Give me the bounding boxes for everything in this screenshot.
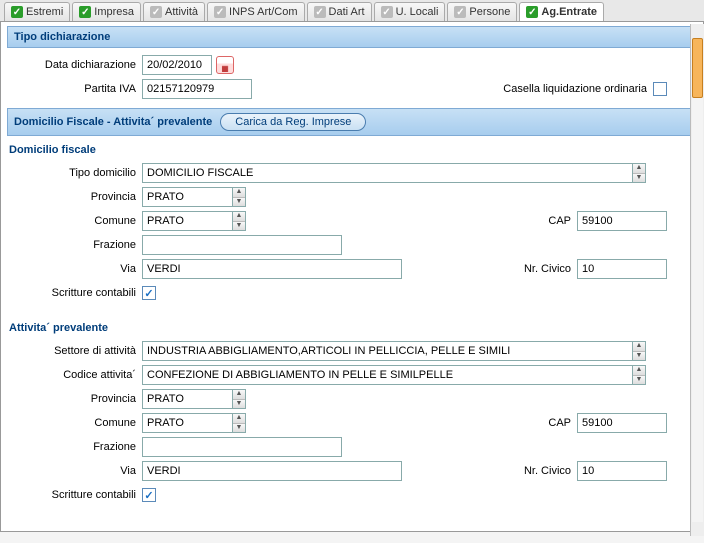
check-icon: ✓ [11,6,23,18]
tab-estremi[interactable]: ✓ Estremi [4,2,70,21]
input-comune[interactable] [142,211,232,231]
section-title: Tipo dichiarazione [14,31,110,43]
check-icon: ✓ [79,6,91,18]
input-partita-iva[interactable] [142,79,252,99]
tab-inps[interactable]: ✓ INPS Art/Com [207,2,304,21]
label-casella-liquidazione: Casella liquidazione ordinaria [503,83,653,95]
check-icon: ✓ [454,6,466,18]
label-codice-attivita: Codice attivita´ [7,369,142,381]
input-nr-civico-2[interactable] [577,461,667,481]
scrollbar-thumb[interactable] [692,38,703,98]
input-frazione[interactable] [142,235,342,255]
input-cap-2[interactable] [577,413,667,433]
spinner-provincia[interactable]: ▲▼ [232,187,246,207]
section-title: Domicilio Fiscale - Attivita´ prevalente [14,116,212,128]
label-nr-civico: Nr. Civico [487,263,577,275]
label-cap-2: CAP [487,417,577,429]
input-settore-attivita[interactable] [142,341,632,361]
label-provincia-2: Provincia [7,393,142,405]
label-provincia: Provincia [7,191,142,203]
input-provincia[interactable] [142,187,232,207]
vertical-scrollbar[interactable] [690,24,704,536]
input-nr-civico[interactable] [577,259,667,279]
tab-content: Tipo dichiarazione Data dichiarazione ▦ … [0,22,704,532]
label-data-dichiarazione: Data dichiarazione [7,59,142,71]
label-comune: Comune [7,215,142,227]
label-comune-2: Comune [7,417,142,429]
input-cap[interactable] [577,211,667,231]
check-icon: ✓ [214,6,226,18]
label-frazione-2: Frazione [7,441,142,453]
spinner-settore-attivita[interactable]: ▲▼ [632,341,646,361]
tab-label: Dati Art [329,6,365,18]
label-via: Via [7,263,142,275]
subsection-attivita-prevalente: Attivita´ prevalente [9,322,697,334]
calendar-icon[interactable]: ▦ [216,56,234,74]
spinner-comune-2[interactable]: ▲▼ [232,413,246,433]
tab-bar: ✓ Estremi ✓ Impresa ✓ Attività ✓ INPS Ar… [0,0,704,22]
label-tipo-domicilio: Tipo domicilio [7,167,142,179]
tab-label: Persone [469,6,510,18]
check-icon: ✓ [381,6,393,18]
input-codice-attivita[interactable] [142,365,632,385]
tab-label: Ag.Entrate [541,6,597,18]
tab-label: Estremi [26,6,63,18]
section-tipo-dichiarazione: Tipo dichiarazione [7,26,697,48]
input-data-dichiarazione[interactable] [142,55,212,75]
check-icon: ✓ [314,6,326,18]
tab-dati-art[interactable]: ✓ Dati Art [307,2,372,21]
check-icon: ✓ [150,6,162,18]
label-nr-civico-2: Nr. Civico [487,465,577,477]
tab-u-locali[interactable]: ✓ U. Locali [374,2,446,21]
tab-persone[interactable]: ✓ Persone [447,2,517,21]
tab-label: Impresa [94,6,134,18]
label-via-2: Via [7,465,142,477]
spinner-codice-attivita[interactable]: ▲▼ [632,365,646,385]
label-partita-iva: Partita IVA [7,83,142,95]
tab-attivita[interactable]: ✓ Attività [143,2,205,21]
checkbox-scritture-contabili-2[interactable]: ✓ [142,488,156,502]
label-scritture-contabili-2: Scritture contabili [7,489,142,501]
tab-label: U. Locali [396,6,439,18]
tab-ag-entrate[interactable]: ✓ Ag.Entrate [519,2,604,21]
label-frazione: Frazione [7,239,142,251]
checkbox-casella-liquidazione[interactable] [653,82,667,96]
label-scritture-contabili: Scritture contabili [7,287,142,299]
input-via[interactable] [142,259,402,279]
subsection-domicilio-fiscale: Domicilio fiscale [9,144,697,156]
tab-label: INPS Art/Com [229,6,297,18]
spinner-provincia-2[interactable]: ▲▼ [232,389,246,409]
check-icon: ✓ [526,6,538,18]
input-tipo-domicilio[interactable] [142,163,632,183]
input-via-2[interactable] [142,461,402,481]
checkbox-scritture-contabili[interactable]: ✓ [142,286,156,300]
tab-label: Attività [165,6,198,18]
carica-reg-imprese-button[interactable]: Carica da Reg. Imprese [220,113,366,131]
input-comune-2[interactable] [142,413,232,433]
input-provincia-2[interactable] [142,389,232,409]
section-domicilio-attivita: Domicilio Fiscale - Attivita´ prevalente… [7,108,697,136]
spinner-comune[interactable]: ▲▼ [232,211,246,231]
tab-impresa[interactable]: ✓ Impresa [72,2,141,21]
label-settore-attivita: Settore di attività [7,345,142,357]
spinner-tipo-domicilio[interactable]: ▲▼ [632,163,646,183]
label-cap: CAP [487,215,577,227]
input-frazione-2[interactable] [142,437,342,457]
